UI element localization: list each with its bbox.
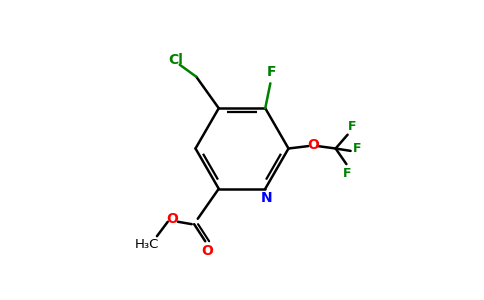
Text: F: F — [267, 65, 276, 79]
Text: H₃C: H₃C — [134, 238, 159, 251]
Text: N: N — [261, 191, 272, 205]
Text: F: F — [353, 142, 362, 155]
Text: F: F — [343, 167, 352, 180]
Text: O: O — [166, 212, 179, 226]
Text: Cl: Cl — [168, 53, 182, 67]
Text: F: F — [348, 120, 356, 134]
Text: O: O — [202, 244, 213, 258]
Text: O: O — [307, 138, 319, 152]
